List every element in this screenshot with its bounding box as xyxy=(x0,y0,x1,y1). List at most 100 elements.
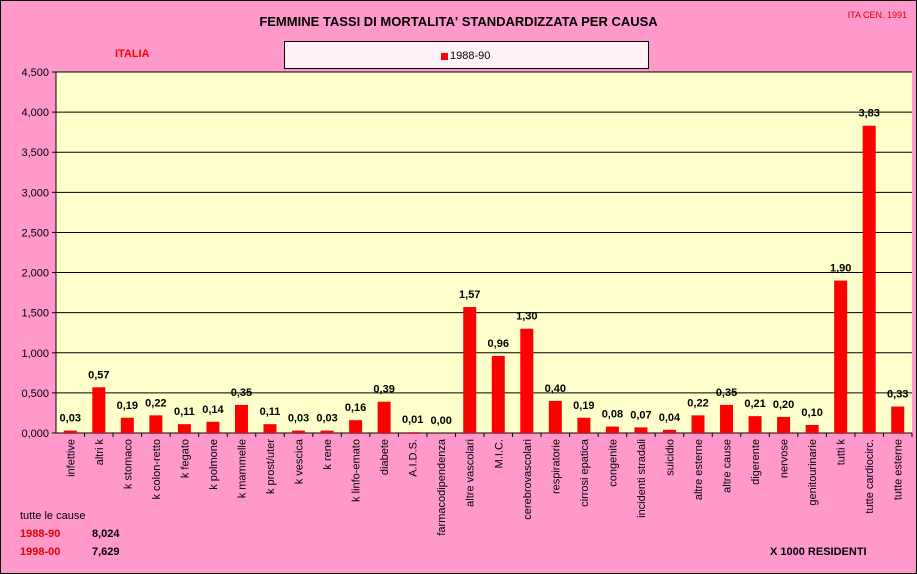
data-label: 0,08 xyxy=(602,409,623,421)
y-tick-label: 0,500 xyxy=(21,388,49,400)
data-label: 0,11 xyxy=(260,406,281,418)
bar xyxy=(406,432,420,433)
data-label: 0,19 xyxy=(573,400,594,412)
data-label: 0,19 xyxy=(117,400,138,412)
legend: 1988-90 xyxy=(284,41,649,69)
data-label: 3,83 xyxy=(858,108,879,120)
bar xyxy=(748,416,762,433)
bar xyxy=(63,430,77,433)
x-tick-label: altre cause xyxy=(722,439,734,493)
bar xyxy=(177,424,191,433)
bar xyxy=(120,417,134,433)
x-tick-label: respiratorie xyxy=(550,439,562,494)
x-tick-label: diabete xyxy=(379,439,391,475)
bar xyxy=(491,355,505,433)
data-label: 0,11 xyxy=(174,406,195,418)
y-tick-label: 2,500 xyxy=(21,227,49,239)
bar xyxy=(577,417,591,433)
bar xyxy=(206,421,220,433)
footer-row-2-label: 1998-00 xyxy=(20,546,61,558)
bar xyxy=(777,416,791,433)
footer-row-1-value: 8,024 xyxy=(92,528,120,540)
bar xyxy=(520,328,534,433)
x-tick-label: farmacodipendenza xyxy=(436,438,448,536)
data-label: 0,35 xyxy=(231,387,252,399)
x-tick-label: digerente xyxy=(750,439,762,485)
legend-label: 1988-90 xyxy=(450,50,491,62)
x-tick-label: cirrosi epatica xyxy=(579,438,591,507)
region-label: ITALIA xyxy=(115,48,150,60)
y-tick-label: 3,500 xyxy=(21,147,49,159)
data-label: 0,00 xyxy=(430,415,451,427)
footer-caption: tutte le cause xyxy=(20,510,86,522)
bar xyxy=(805,424,819,433)
y-tick-label: 4,000 xyxy=(21,107,49,119)
x-tick-label: altre esterne xyxy=(693,439,705,500)
data-label: 0,20 xyxy=(773,399,794,411)
data-label: 0,03 xyxy=(288,413,309,425)
census-note: ITA CEN. 1991 xyxy=(847,10,907,20)
y-tick-label: 1,500 xyxy=(21,308,49,320)
x-tick-label: infettive xyxy=(65,439,77,477)
data-label: 0,10 xyxy=(801,407,822,419)
x-tick-label: k rene xyxy=(322,439,334,470)
bar xyxy=(234,404,248,433)
x-tick-label: k mammelle xyxy=(236,439,248,498)
x-tick-label: suicidio xyxy=(664,439,676,476)
bar xyxy=(605,426,619,433)
data-label: 0,07 xyxy=(630,409,651,421)
x-tick-label: tutte esterne xyxy=(893,439,905,500)
footer-row-1-label: 1988-90 xyxy=(20,528,61,540)
data-label: 0,21 xyxy=(744,398,765,410)
x-tick-label: incidenti stradali xyxy=(636,439,648,518)
x-tick-label: k polmone xyxy=(208,439,220,490)
data-label: 0,35 xyxy=(716,387,737,399)
y-tick-label: 0,000 xyxy=(21,428,49,440)
bar xyxy=(834,280,848,433)
data-label: 1,57 xyxy=(459,289,480,301)
units-note: X 1000 RESIDENTI xyxy=(770,546,867,558)
data-label: 0,03 xyxy=(316,413,337,425)
bar xyxy=(463,307,477,433)
bar xyxy=(377,401,391,433)
x-tick-label: altri k xyxy=(94,439,106,466)
x-tick-label: k linfo-emato xyxy=(351,439,363,502)
bar xyxy=(662,429,676,433)
x-tick-label: k fegato xyxy=(179,439,191,478)
y-tick-label: 3,000 xyxy=(21,187,49,199)
x-tick-label: congenite xyxy=(607,439,619,487)
legend-swatch xyxy=(441,53,448,60)
x-tick-label: k prost/uter xyxy=(265,439,277,494)
data-label: 0,22 xyxy=(687,397,708,409)
y-tick-label: 2,000 xyxy=(21,268,49,280)
x-tick-label: tutte cardiocirc. xyxy=(864,439,876,514)
data-label: 1,90 xyxy=(830,263,851,275)
x-tick-label: k stomaco xyxy=(122,439,134,489)
bar xyxy=(720,404,734,433)
data-label: 0,01 xyxy=(402,414,423,426)
bar xyxy=(548,400,562,433)
data-label: 0,57 xyxy=(88,369,109,381)
x-tick-label: A.I.D.S. xyxy=(408,439,420,477)
bar xyxy=(349,420,363,433)
plot-area xyxy=(56,72,912,433)
bar xyxy=(292,430,306,433)
data-label: 0,14 xyxy=(202,404,224,416)
x-tick-label: k colon-retto xyxy=(151,439,163,500)
bar xyxy=(634,427,648,433)
x-tick-label: nervose xyxy=(779,439,791,478)
chart-title: FEMMINE TASSI DI MORTALITA' STANDARDIZZA… xyxy=(259,14,658,29)
bar xyxy=(92,387,106,433)
data-label: 0,22 xyxy=(145,397,166,409)
data-label: 0,96 xyxy=(488,338,509,350)
x-tick-label: tutti k xyxy=(836,439,848,466)
data-label: 0,33 xyxy=(887,389,908,401)
bar xyxy=(320,430,334,433)
data-label: 0,03 xyxy=(60,413,81,425)
x-tick-label: altre vascolari xyxy=(465,439,477,507)
data-label: 0,04 xyxy=(659,412,681,424)
y-tick-label: 4,500 xyxy=(21,67,49,79)
data-label: 0,39 xyxy=(373,384,394,396)
bar xyxy=(149,415,163,433)
y-tick-label: 1,000 xyxy=(21,348,49,360)
